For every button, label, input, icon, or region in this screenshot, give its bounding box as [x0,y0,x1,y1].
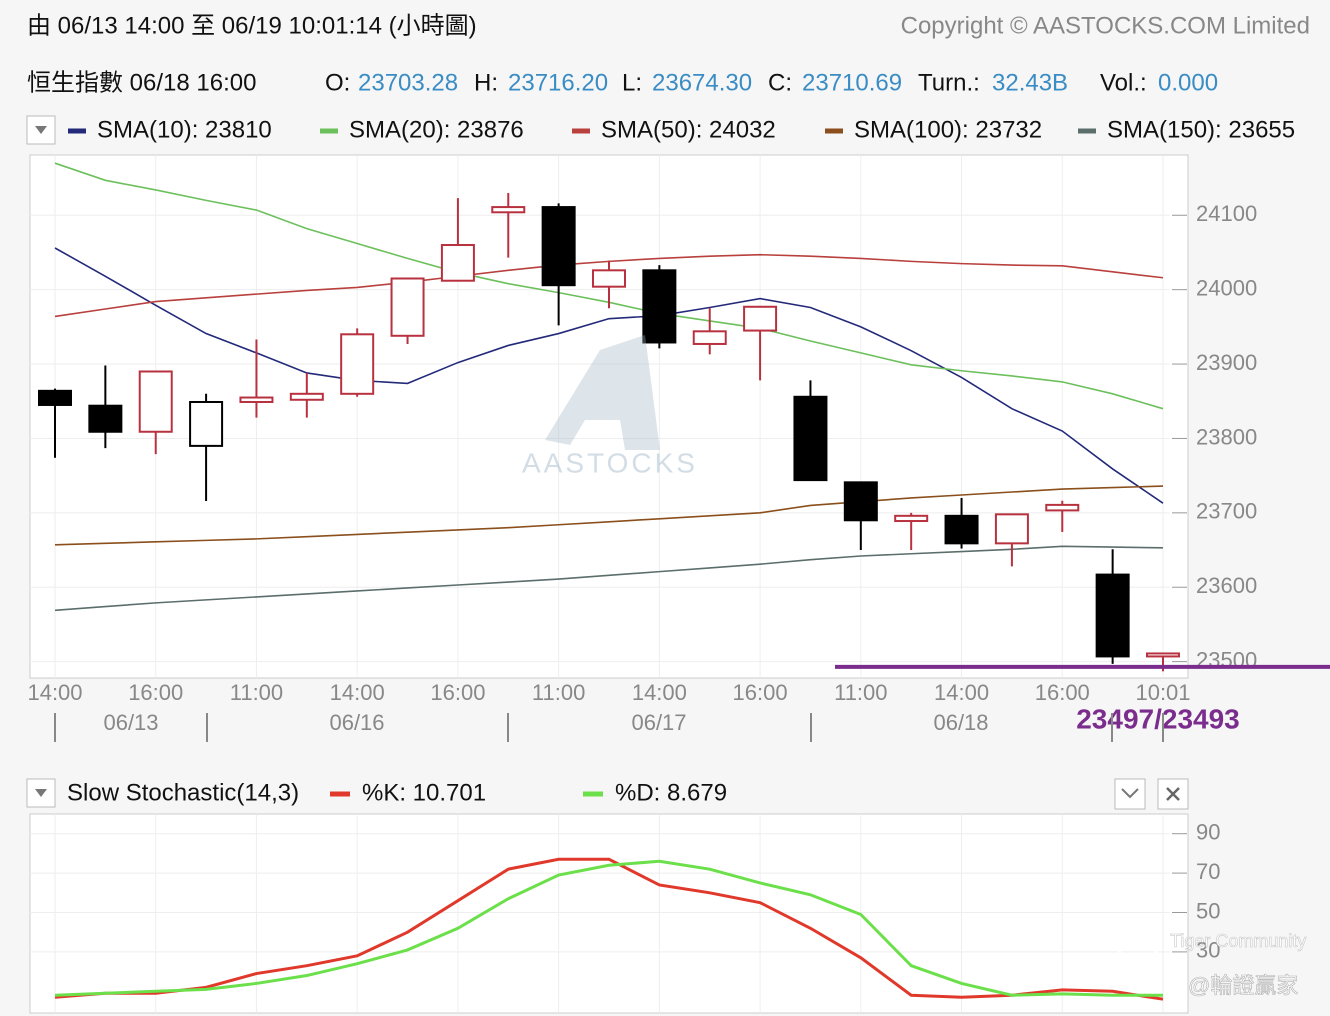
field-value: 23710.69 [802,69,902,96]
candle-body [189,400,224,447]
candle-body [541,206,576,287]
field-value: 23703.28 [358,69,458,96]
candle-body [843,481,878,522]
series-line [54,859,1163,997]
candle-body [642,269,677,344]
field-value: 23674.30 [652,69,752,96]
watermark-logo [545,335,660,450]
field-label: H: [474,69,498,96]
button-box[interactable] [1114,778,1146,810]
copyright: Copyright © AASTOCKS.COM Limited [901,12,1310,39]
candle-body [1095,573,1130,658]
y-tick-label: 23700 [1196,499,1257,524]
chart-period: 由 06/13 14:00 至 06/19 10:01:14 (小時圖) [27,12,477,39]
date-label: 06/18 [933,710,988,735]
collapse-button[interactable] [1114,778,1146,810]
x-tick-label: 11:00 [230,680,283,705]
close-icon[interactable] [1166,787,1180,801]
legend-label: %K: 10.701 [362,779,486,806]
series-line [54,247,1164,504]
date-label: 06/16 [329,710,384,735]
legend-label: %D: 8.679 [615,779,727,806]
field-value: 32.43B [992,69,1068,96]
candle-body [491,206,526,214]
candle-body [440,244,475,282]
field-label: O: [325,69,350,96]
y-tick-label: 23900 [1196,350,1257,375]
y-tick-label: 23600 [1196,573,1257,598]
y-tick-label: 30 [1196,938,1220,963]
series-line [54,857,1164,1001]
field-value: 23716.20 [508,69,608,96]
legend-label: SMA(50): 24032 [601,116,776,143]
watermark: Tiger Community [1170,931,1306,951]
candle-body [994,513,1029,545]
x-tick-label: 14:00 [632,680,687,705]
legend-label: SMA(20): 23876 [349,116,524,143]
candle-body [88,404,123,433]
x-tick-label: 14:00 [27,680,82,705]
candle-body [138,370,173,433]
indicator-title: Slow Stochastic(14,3) [67,779,299,806]
candle-body [894,514,929,523]
y-tick-label: 23800 [1196,424,1257,449]
instrument: 恒生指數 06/18 16:00 [27,69,256,96]
candle-body [1045,503,1080,512]
close-button[interactable] [1157,778,1189,810]
field-label: Vol.: [1100,69,1147,96]
y-tick-label: 24100 [1196,201,1257,226]
x-tick-label: 16:00 [1035,680,1090,705]
x-tick-label: 11:00 [532,680,585,705]
x-tick-label: 10:01 [1135,680,1190,705]
series-line [54,545,1164,612]
y-tick-label: 50 [1196,898,1220,923]
plot-area [29,813,1189,1014]
x-tick-label: 16:00 [733,680,788,705]
legend-label: SMA(10): 23810 [97,116,272,143]
date-label: 06/17 [631,710,686,735]
y-tick-label: 24000 [1196,275,1257,300]
dropdown[interactable] [26,115,56,145]
candle-body [743,305,778,332]
candle-body [793,395,828,482]
dropdown[interactable] [26,778,56,808]
legend-label: SMA(100): 23732 [854,116,1042,143]
y-tick-label: 90 [1196,820,1220,845]
x-tick-label: 16:00 [128,680,183,705]
candle-body [1146,652,1180,658]
watermark: AASTOCKS [522,447,698,478]
candle-body [289,392,324,401]
x-tick-label: 11:00 [834,680,887,705]
candle-body [390,277,425,337]
dropdown-arrow[interactable] [35,789,47,797]
field-label: Turn.: [918,69,980,96]
watermark: @輪證贏家 [1188,973,1298,998]
watermark-logo [1114,916,1162,964]
y-tick-label: 70 [1196,859,1220,884]
candle-body [38,389,72,406]
series-line [54,485,1164,546]
dropdown-arrow[interactable] [35,126,47,134]
field-value: 0.000 [1158,69,1218,96]
x-tick-label: 16:00 [430,680,485,705]
candle-body [239,396,274,403]
price-label: 23497/23493 [1076,703,1240,734]
x-tick-label: 14:00 [330,680,385,705]
candle-body [692,330,727,345]
chevron-icon[interactable] [1121,788,1139,799]
x-tick-label: 14:00 [934,680,989,705]
legend-label: SMA(150): 23655 [1107,116,1295,143]
candle-body [340,333,375,395]
field-label: C: [768,69,792,96]
field-label: L: [622,69,642,96]
candle-body [592,269,626,288]
date-label: 06/13 [103,710,158,735]
candle-body [944,514,979,545]
